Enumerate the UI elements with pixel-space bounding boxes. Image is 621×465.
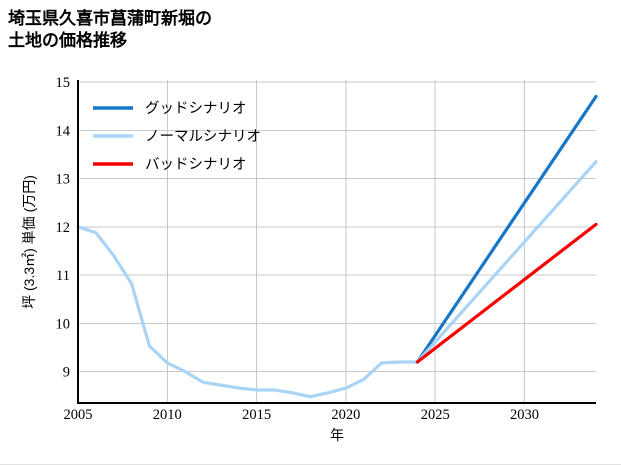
y-axis-title: 坪 (3.3㎡) 単価 (万円): [21, 175, 37, 309]
axis-lines: [76, 80, 596, 405]
y-tick-labels: 9 10 11 12 13 14 15: [56, 75, 71, 381]
y-tick-label: 10: [56, 316, 71, 332]
gridlines-group: [78, 80, 596, 403]
y-tick-label: 14: [56, 123, 71, 139]
series-line: [415, 222, 598, 364]
x-tick-label: 2025: [421, 407, 450, 423]
x-tick-labels: 2005 2010 2015 2020 2025 2030: [64, 407, 540, 423]
series-line: [415, 160, 598, 364]
y-tick-label: 11: [56, 268, 70, 284]
series-line: [76, 225, 419, 399]
legend-label: バッドシナリオ: [145, 157, 247, 173]
y-tick-label: 13: [56, 172, 71, 188]
x-tick-label: 2010: [153, 407, 182, 423]
x-tick-label: 2005: [64, 407, 93, 423]
x-tick-label: 2030: [510, 407, 539, 423]
legend-label: ノーマルシナリオ: [145, 129, 261, 145]
x-tick-label: 2015: [242, 407, 271, 423]
y-tick-label: 15: [56, 75, 71, 91]
series-group: [76, 94, 598, 399]
legend-label: グッドシナリオ: [145, 100, 247, 117]
x-axis-title: 年: [330, 427, 344, 443]
x-tick-label: 2020: [331, 407, 360, 423]
series-line: [415, 94, 598, 364]
y-tick-label: 12: [56, 220, 71, 236]
y-tick-label: 9: [63, 365, 70, 381]
page-title: 埼玉県久喜市菖蒲町新堀の 土地の価格推移: [8, 9, 212, 51]
